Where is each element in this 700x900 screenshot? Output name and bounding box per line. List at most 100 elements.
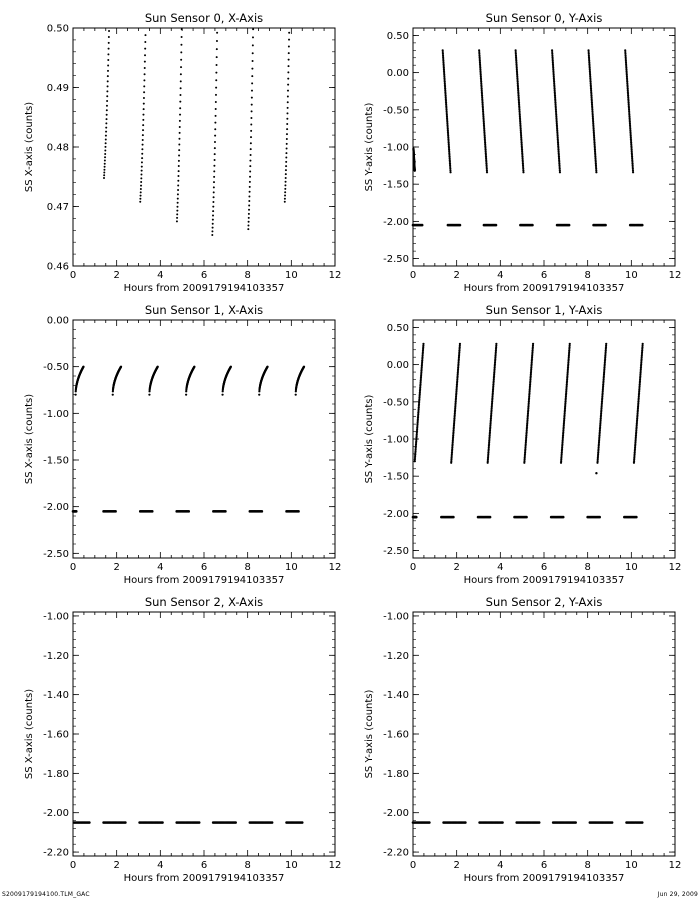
data-point [156, 365, 159, 368]
data-point [588, 68, 591, 71]
x-tick-label: 2 [113, 562, 119, 573]
data-point [482, 124, 486, 127]
x-tick-label: 10 [285, 562, 298, 573]
data-point [603, 371, 606, 374]
data-point [247, 220, 250, 223]
data-point [481, 98, 484, 101]
data-point [524, 449, 527, 452]
data-point [452, 434, 455, 437]
x-tick-label: 4 [157, 270, 163, 281]
data-point [561, 443, 564, 446]
data-point [638, 386, 641, 390]
data-point [457, 358, 460, 361]
data-point [626, 87, 629, 90]
data-series-flat [623, 515, 638, 519]
data-point [555, 115, 558, 118]
data-series-flat [482, 223, 498, 227]
data-point [641, 347, 644, 350]
data-point [486, 456, 490, 459]
data-point [568, 347, 571, 350]
data-point [563, 409, 567, 412]
data-point [488, 441, 491, 444]
data-point [180, 51, 183, 54]
data-point [300, 821, 304, 824]
data-point [565, 381, 568, 384]
data-point [287, 45, 290, 48]
data-point [626, 85, 629, 89]
data-point [565, 385, 568, 388]
data-point [483, 139, 487, 143]
data-point [638, 381, 641, 384]
data-point [442, 66, 445, 69]
data-point [488, 431, 492, 434]
data-point [521, 162, 525, 165]
y-tick-label: -0.50 [43, 362, 69, 373]
data-point [605, 344, 608, 347]
data-point [179, 94, 182, 97]
data-point [555, 113, 558, 116]
data-point [516, 85, 520, 89]
data-point [215, 48, 218, 51]
data-point [428, 821, 431, 824]
data-point [515, 57, 518, 61]
data-point [485, 160, 488, 163]
data-point [520, 146, 524, 149]
data-point [639, 364, 643, 367]
data-point [636, 417, 639, 420]
data-point [602, 373, 606, 376]
data-point [562, 424, 565, 427]
data-point [454, 403, 457, 407]
data-point [454, 398, 457, 401]
data-point [589, 87, 593, 90]
data-point [144, 40, 147, 43]
data-point [446, 120, 449, 123]
x-tick-label: 0 [410, 860, 416, 871]
data-point [522, 169, 525, 172]
data-point [215, 71, 218, 74]
data-point [517, 96, 520, 99]
data-point [453, 412, 456, 415]
data-point [445, 117, 449, 120]
data-series-segment [412, 147, 416, 172]
data-point [458, 352, 461, 356]
data-point [604, 347, 607, 350]
x-tick-label: 12 [329, 860, 342, 871]
data-point [595, 171, 598, 174]
data-point [105, 104, 108, 107]
data-point [211, 234, 214, 237]
data-point [630, 153, 634, 156]
x-tick-label: 2 [453, 562, 459, 573]
data-point [519, 125, 522, 129]
data-series-flat [175, 821, 201, 824]
data-point [557, 145, 560, 148]
data-point [484, 155, 488, 158]
chart-panel-3: Sun Sensor 1, Y-Axis 0 2 4 6 8 10 12 -2.50 -2.00 -… [364, 303, 681, 586]
data-point [249, 175, 252, 178]
data-point [596, 460, 599, 463]
data-point [526, 415, 529, 418]
data-point [491, 390, 495, 393]
data-point [141, 134, 144, 137]
data-point [420, 362, 424, 366]
data-series-segment [587, 49, 598, 174]
data-point [552, 75, 555, 78]
data-point [520, 139, 523, 143]
data-point [593, 148, 597, 151]
data-point [551, 52, 554, 55]
data-point [144, 54, 147, 57]
data-point [600, 403, 603, 407]
data-point [629, 125, 632, 129]
data-point [562, 422, 566, 425]
data-series-segment [550, 49, 562, 174]
data-point [519, 122, 522, 125]
data-point [420, 223, 424, 227]
data-point [139, 194, 142, 197]
data-point [518, 103, 521, 106]
data-point [537, 821, 541, 824]
data-point [563, 415, 566, 418]
data-point [523, 456, 526, 459]
chart-panel-0: Sun Sensor 0, X-Axis 0 2 4 6 8 10 12 0.46 0.47 0.4… [24, 11, 341, 294]
data-point [630, 150, 633, 153]
data-point [597, 443, 600, 446]
data-point [634, 443, 637, 446]
